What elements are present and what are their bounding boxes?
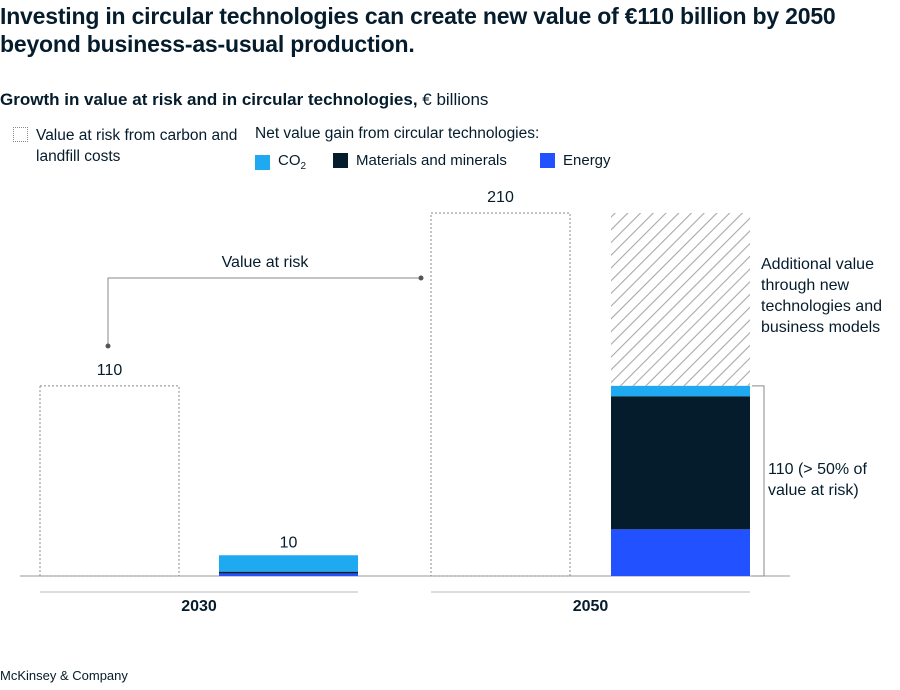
legend-risk-label: Value at risk from carbon and landfill c… xyxy=(36,127,238,165)
legend-label-materials: Materials and minerals xyxy=(356,152,507,169)
connector-dot-2030 xyxy=(105,343,111,349)
additional-value-bar-2050 xyxy=(611,213,750,386)
subtitle-bold: Growth in value at risk and in circular … xyxy=(0,90,418,109)
net-total-label-2030: 10 xyxy=(280,534,298,551)
net-bar-2030-materials-and-minerals xyxy=(219,571,358,574)
risk-label-2030: 110 xyxy=(97,362,123,379)
net-bar-2050-energy xyxy=(611,529,750,576)
legend-net-label: Net value gain from circular technologie… xyxy=(255,125,540,142)
chart-title: Investing in circular technologies can c… xyxy=(0,3,836,57)
additional-value-annotation-line-2: through new xyxy=(761,277,850,294)
subtitle-unit: € billions xyxy=(417,90,489,109)
chart-subtitle: Growth in value at risk and in circular … xyxy=(0,90,488,110)
bracket-annotation-line-1: 110 (> 50% of xyxy=(768,461,867,478)
net-bar-2030-co2 xyxy=(219,555,358,572)
legend-label-energy: Energy xyxy=(563,152,611,169)
additional-value-annotation-line-4: business models xyxy=(761,319,880,336)
category-label-2030: 2030 xyxy=(181,598,217,615)
net-bar-2050-co2 xyxy=(611,385,750,397)
additional-value-annotation-line-1: Additional value xyxy=(761,256,874,273)
category-label-2050: 2050 xyxy=(573,598,609,615)
footer-source: McKinsey & Company xyxy=(0,668,128,683)
connector-dot-2050 xyxy=(418,275,424,281)
legend-item-energy: Energy xyxy=(540,152,611,169)
risk-bar-2030 xyxy=(39,385,180,577)
legend-item-materials: Materials and minerals xyxy=(333,152,507,169)
net-gain-bracket xyxy=(752,385,765,577)
risk-bar-2050 xyxy=(430,212,571,577)
legend-swatch-co2 xyxy=(255,154,270,170)
risk-label-2050: 210 xyxy=(487,189,514,206)
legend-item-co2: CO2 xyxy=(255,152,306,172)
value-at-risk-annotation: Value at risk xyxy=(222,254,310,271)
legend-risk-swatch xyxy=(13,127,28,142)
additional-value-annotation-line-3: technologies and xyxy=(761,298,882,315)
legend-label-co2: CO2 xyxy=(278,152,307,172)
legend-swatch-energy xyxy=(540,153,555,168)
legend-swatch-materials xyxy=(333,153,348,168)
net-bar-2050-materials-and-minerals xyxy=(611,396,750,530)
bracket-annotation-line-2: value at risk) xyxy=(768,482,859,499)
value-at-risk-connector xyxy=(107,277,421,346)
net-bar-2030-energy xyxy=(219,573,358,576)
